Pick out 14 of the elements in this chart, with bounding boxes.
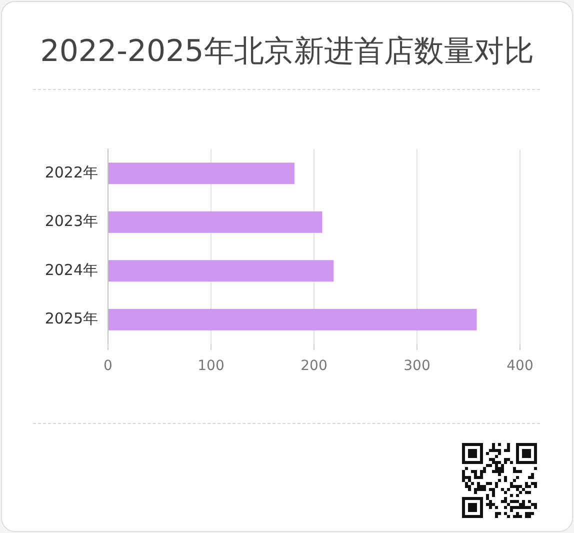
y-tick-label: 2024年 xyxy=(44,260,98,279)
x-tick-label: 300 xyxy=(404,358,430,374)
chart-title: 2022-2025年北京新进首店数量对比 xyxy=(39,33,535,71)
x-tick-label: 100 xyxy=(198,358,224,374)
y-tick-label: 2022年 xyxy=(44,163,98,182)
x-tick-label: 0 xyxy=(104,358,112,374)
bar xyxy=(108,260,334,282)
bar xyxy=(108,211,322,233)
bar xyxy=(108,162,294,184)
y-tick-label: 2025年 xyxy=(44,310,98,328)
y-tick-label: 2023年 xyxy=(44,212,98,230)
x-tick-label: 200 xyxy=(300,358,328,374)
bar xyxy=(108,308,477,330)
x-tick-label: 400 xyxy=(506,358,534,374)
